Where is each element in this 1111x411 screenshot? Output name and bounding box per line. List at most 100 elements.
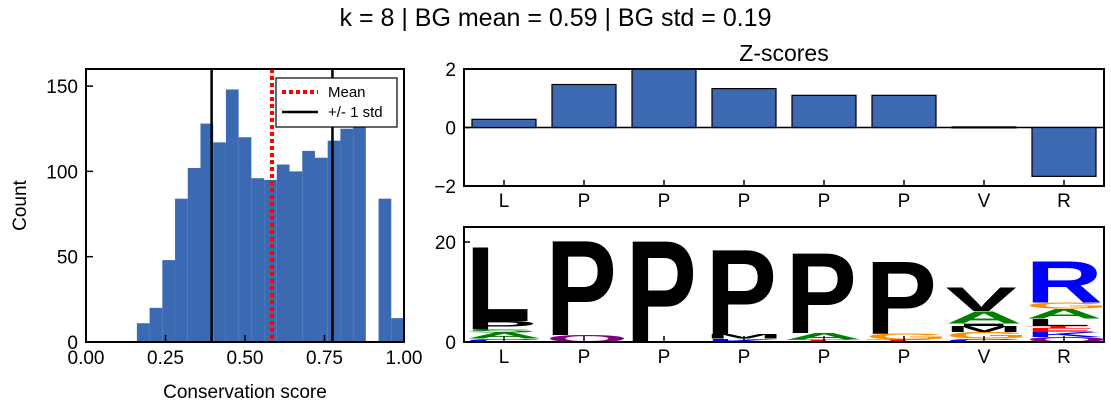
logo-letter: P (546, 211, 617, 363)
logo-letter: Q (1026, 336, 1109, 344)
logo-frame (463, 226, 1105, 343)
histogram-bar (187, 167, 201, 342)
histogram-bar (149, 307, 163, 342)
y-tick-label: 0 (445, 119, 456, 140)
x-tick-label: 0.25 (147, 348, 184, 369)
histogram-bars (136, 89, 404, 342)
legend-mean-label: Mean (328, 84, 366, 101)
histogram-bar (200, 123, 214, 342)
y-tick-label: −2 (434, 177, 456, 198)
histogram-bar (289, 171, 303, 342)
sequence-logo-panel: CASPLQPPKMPTAPTGPCGMIAVQKETLAGR LPPPPPVR… (435, 211, 1109, 374)
logo-letter: A (946, 308, 1023, 327)
histogram-bar (340, 128, 354, 342)
y-tick-label: 50 (57, 248, 78, 269)
zscore-bar (951, 126, 1017, 129)
y-tick-label: 0 (67, 333, 78, 354)
y-tick-label: 20 (435, 233, 456, 254)
zscore-panel: Z-scores L P P P P P V R −2 0 2 (434, 40, 1105, 212)
y-tick-label: 2 (445, 60, 456, 81)
legend-box (275, 77, 398, 128)
histogram-bar (391, 318, 404, 342)
logo-letter: G (946, 330, 1029, 340)
x-tick-label: P (578, 347, 591, 368)
histogram-bar (353, 106, 366, 342)
zscore-ticks: L P P P P P V R −2 0 2 (434, 60, 1071, 212)
logo-letter: P (866, 241, 937, 357)
zscore-bars (471, 68, 1097, 177)
logo-letters: CASPLQPPKMPTAPTGPCGMIAVQKETLAGR (466, 211, 1109, 374)
histogram-bar (276, 164, 290, 342)
x-tick-label: P (738, 191, 751, 212)
y-tick-label: 0 (445, 333, 456, 354)
x-tick-label: P (898, 347, 911, 368)
logo-letter: L (466, 224, 531, 344)
x-tick-label: R (1057, 347, 1071, 368)
x-tick-label: P (818, 347, 831, 368)
zscore-bar (551, 83, 617, 129)
logo-letter: I (946, 323, 1022, 327)
histogram-bar (251, 178, 265, 342)
zscore-title: Z-scores (739, 40, 828, 66)
logo-letter: M (946, 325, 1023, 334)
histogram-bar (314, 157, 328, 342)
logo-letter: Q (546, 333, 629, 344)
logo-letter: T (1026, 325, 1091, 328)
x-tick-label: 0.00 (68, 348, 105, 369)
histogram-legend: Mean +/- 1 std (275, 77, 398, 128)
zscore-bar (1031, 126, 1097, 177)
logo-letter: T (786, 339, 851, 343)
histogram-bar (302, 150, 315, 342)
histogram-y-label: Count (10, 179, 31, 230)
logo-letter: A (1026, 306, 1103, 322)
zscore-bar (871, 94, 937, 129)
logo-letter: V (946, 280, 1017, 318)
histogram-panel: 0.00 0.25 0.50 0.75 1.00 0 50 100 150 Conservati… (10, 68, 422, 403)
logo-letter: A (466, 331, 543, 340)
logo-letter: K (1026, 331, 1103, 339)
histogram-bar (378, 198, 392, 342)
x-tick-label: V (978, 347, 991, 368)
x-tick-label: L (499, 347, 510, 368)
x-tick-label: P (658, 347, 671, 368)
logo-letter: P (466, 319, 537, 332)
logo-letter: R (1026, 250, 1103, 316)
logo-letter: S (466, 329, 537, 334)
histogram-bar (225, 89, 239, 342)
histogram-bar (213, 142, 226, 342)
zscore-bar (791, 94, 857, 129)
logo-letter: P (706, 226, 777, 361)
histogram-ticks: 0.00 0.25 0.50 0.75 1.00 0 50 100 150 (46, 77, 422, 369)
x-tick-label: P (818, 191, 831, 212)
y-tick-label: 100 (46, 162, 78, 183)
figure-suptitle: k = 8 | BG mean = 0.59 | BG std = 0.19 (339, 4, 772, 32)
logo-letter: T (866, 339, 931, 343)
x-tick-label: 0.50 (227, 348, 264, 369)
histogram-bar (136, 323, 150, 342)
x-tick-label: R (1057, 191, 1071, 212)
histogram-bar (238, 137, 252, 342)
histogram-bar (162, 260, 176, 342)
x-tick-label: V (978, 191, 991, 212)
logo-letter: P (786, 228, 857, 358)
histogram-bar (327, 140, 341, 342)
y-tick-label: 150 (46, 77, 78, 98)
x-tick-label: P (898, 191, 911, 212)
x-tick-label: P (578, 191, 591, 212)
histogram-x-label: Conservation score (163, 382, 327, 403)
legend-std-label: +/- 1 std (328, 104, 383, 121)
zscore-bar (631, 68, 697, 129)
x-tick-label: 1.00 (386, 348, 423, 369)
x-tick-label: L (499, 191, 510, 212)
logo-letter: G (866, 332, 949, 341)
x-tick-label: P (658, 191, 671, 212)
logo-letter: L (1026, 317, 1091, 329)
x-tick-label: P (738, 347, 751, 368)
zscore-bar (711, 87, 777, 129)
logo-letter: P (626, 211, 697, 374)
logo-letter: E (1026, 327, 1097, 333)
histogram-bar (175, 198, 188, 342)
logo-letter: G (1026, 301, 1109, 310)
